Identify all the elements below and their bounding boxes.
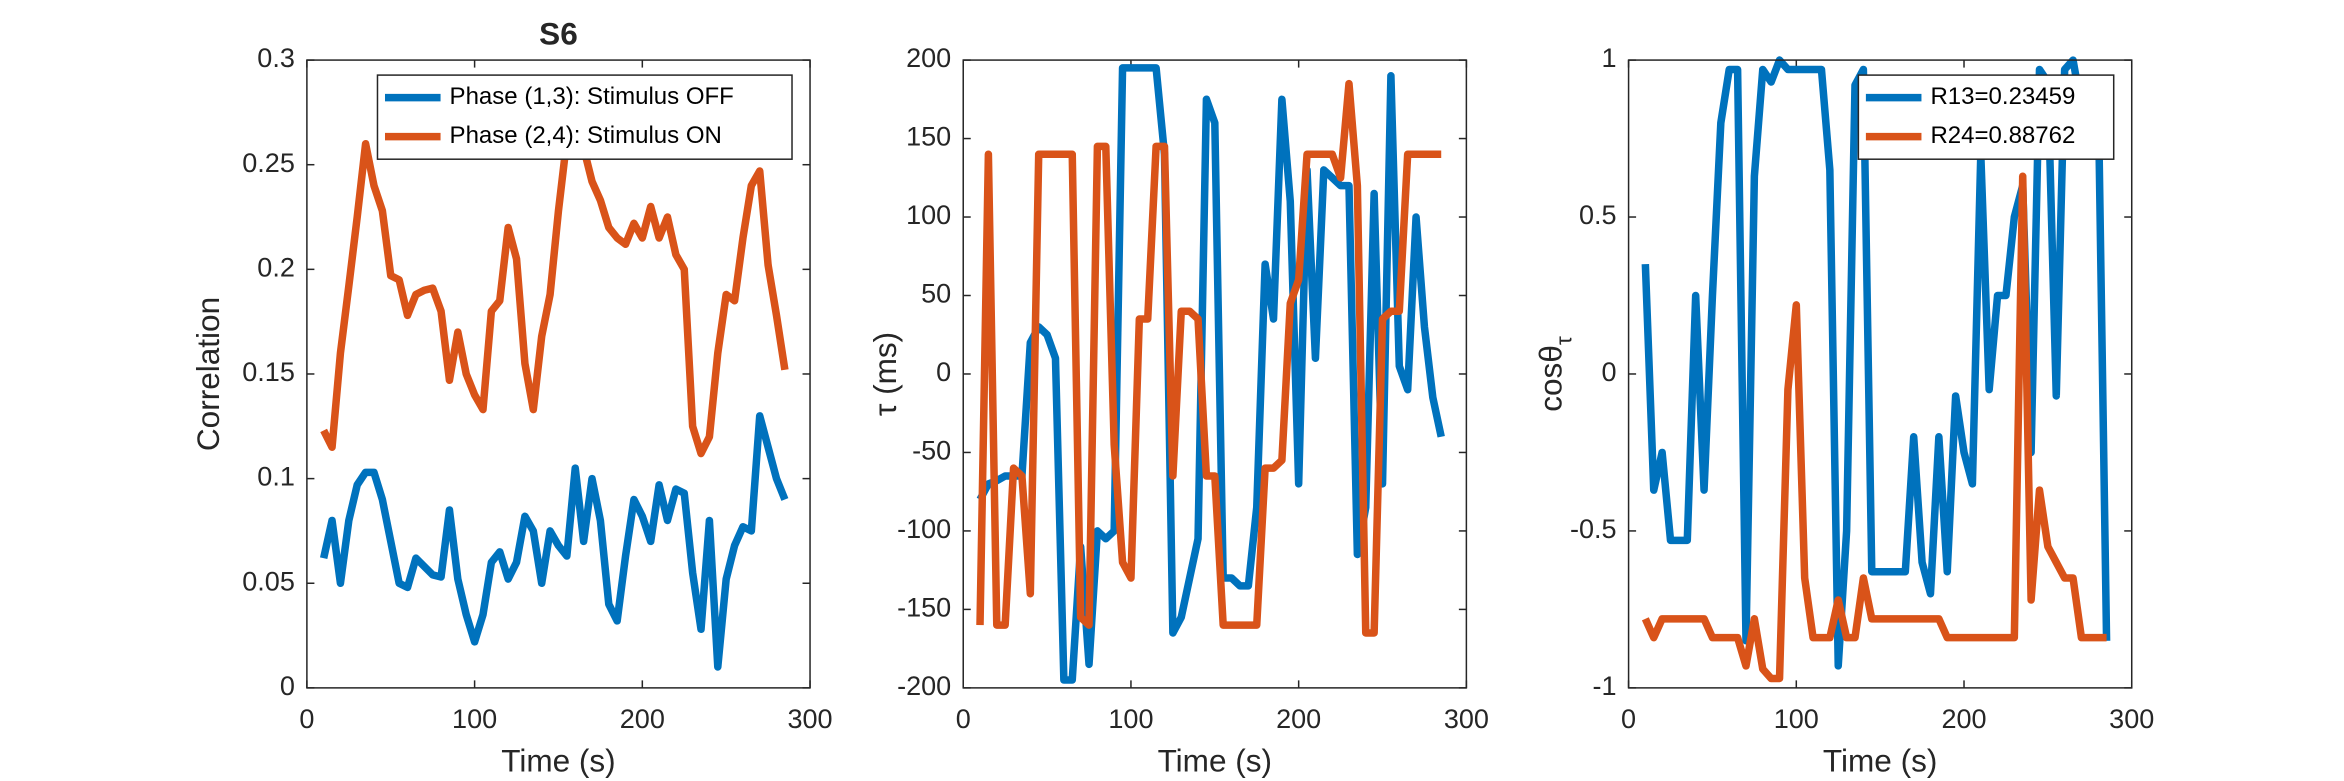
data-line xyxy=(976,79,1442,637)
y-tick-label: 200 xyxy=(906,43,951,73)
legend-label: Phase (2,4): Stimulus ON xyxy=(450,122,722,149)
y-tick-label: 100 xyxy=(906,200,951,230)
y-axis-label: Correlation xyxy=(190,297,226,451)
x-tick-label: 300 xyxy=(787,704,832,734)
axes-box xyxy=(962,59,1468,689)
x-tick-label: 200 xyxy=(1941,704,1986,734)
y-tick-label: 0.15 xyxy=(242,357,295,387)
x-axis-label: Time (s) xyxy=(1823,742,1937,778)
y-tick-label: 0.5 xyxy=(1579,200,1617,230)
x-tick-label: 0 xyxy=(1621,704,1636,734)
y-tick-label: 0.3 xyxy=(257,43,295,73)
y-tick-label: 0.05 xyxy=(242,566,295,596)
x-axis-label: Time (s) xyxy=(501,742,615,778)
y-tick-label: -50 xyxy=(912,436,951,466)
x-tick-label: 100 xyxy=(452,704,497,734)
y-axis-label-text: τ (ms) xyxy=(867,332,903,416)
y-tick-label: 0.1 xyxy=(257,462,295,492)
y-axis-label-text: cosθ xyxy=(1533,345,1569,412)
axes-box xyxy=(1627,59,2133,689)
y-axis-label: cosθτ xyxy=(1533,336,1577,412)
legend-box xyxy=(1857,74,2115,160)
x-tick-label: 300 xyxy=(2109,704,2154,734)
y-axis-label: τ (ms) xyxy=(867,332,903,416)
y-tick-label: -0.5 xyxy=(1570,514,1617,544)
y-tick-label: 0 xyxy=(936,357,951,387)
y-tick-label: -200 xyxy=(897,671,951,701)
x-tick-label: 0 xyxy=(299,704,314,734)
axes-box xyxy=(306,59,811,689)
legend-label: R13=0.23459 xyxy=(1930,83,2075,110)
y-tick-label: 1 xyxy=(1602,43,1617,73)
legend-label: R24=0.88762 xyxy=(1930,122,2075,149)
y-tick-label: 0 xyxy=(280,671,295,701)
data-line xyxy=(1641,172,2107,683)
y-tick-label: 150 xyxy=(906,122,951,152)
y-tick-label: 50 xyxy=(921,279,951,309)
x-tick-label: 0 xyxy=(956,704,971,734)
y-tick-label: -1 xyxy=(1593,671,1617,701)
y-tick-label: 0.25 xyxy=(242,148,295,178)
data-line xyxy=(319,412,789,671)
y-axis-label-subscript: τ xyxy=(1551,336,1576,345)
y-tick-label: 0.2 xyxy=(257,252,295,282)
x-axis-label: Time (s) xyxy=(1158,742,1272,778)
y-tick-label: 0 xyxy=(1602,357,1617,387)
chart-title: S6 xyxy=(539,15,578,51)
legend-label: Phase (1,3): Stimulus OFF xyxy=(450,83,734,110)
y-tick-label: -150 xyxy=(897,593,951,623)
x-tick-label: 100 xyxy=(1774,704,1819,734)
y-tick-label: -100 xyxy=(897,514,951,544)
x-tick-label: 200 xyxy=(1276,704,1321,734)
legend-box xyxy=(376,74,793,160)
data-line xyxy=(320,129,789,458)
x-tick-label: 300 xyxy=(1444,704,1489,734)
x-tick-label: 200 xyxy=(620,704,665,734)
x-tick-label: 100 xyxy=(1108,704,1153,734)
y-axis-label-text: Correlation xyxy=(190,297,226,451)
